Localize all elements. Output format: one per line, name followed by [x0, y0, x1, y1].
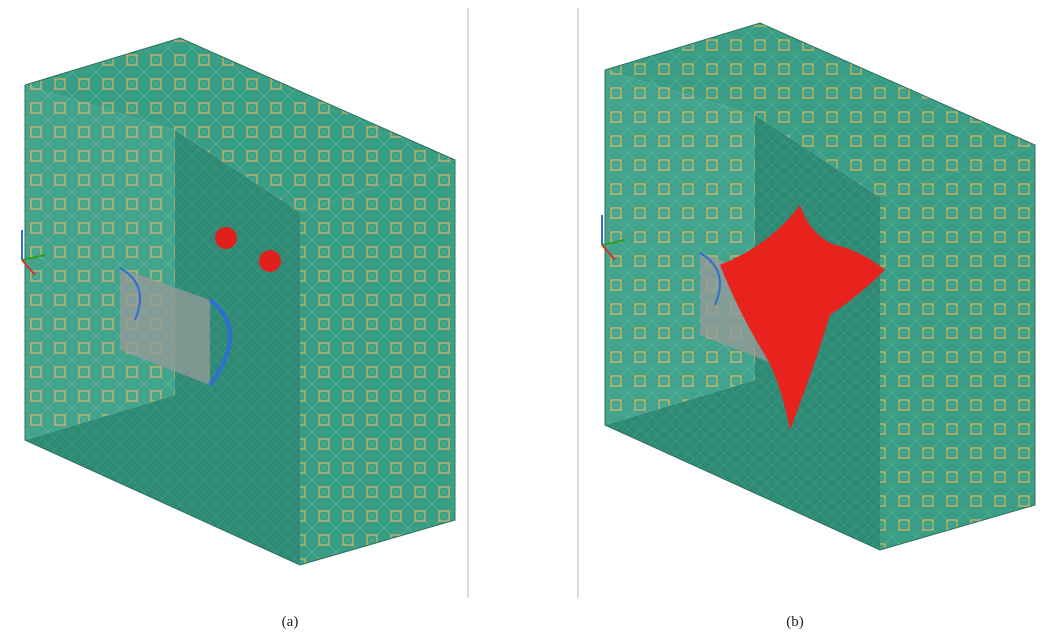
sphere [259, 250, 281, 272]
model-a [22, 38, 455, 565]
model-b-group [602, 23, 1035, 550]
figure: (a) (b) [0, 0, 1055, 638]
figure-art [0, 0, 1055, 638]
sphere [215, 227, 237, 249]
caption: (a) [282, 614, 299, 631]
caption: (b) [786, 614, 804, 631]
